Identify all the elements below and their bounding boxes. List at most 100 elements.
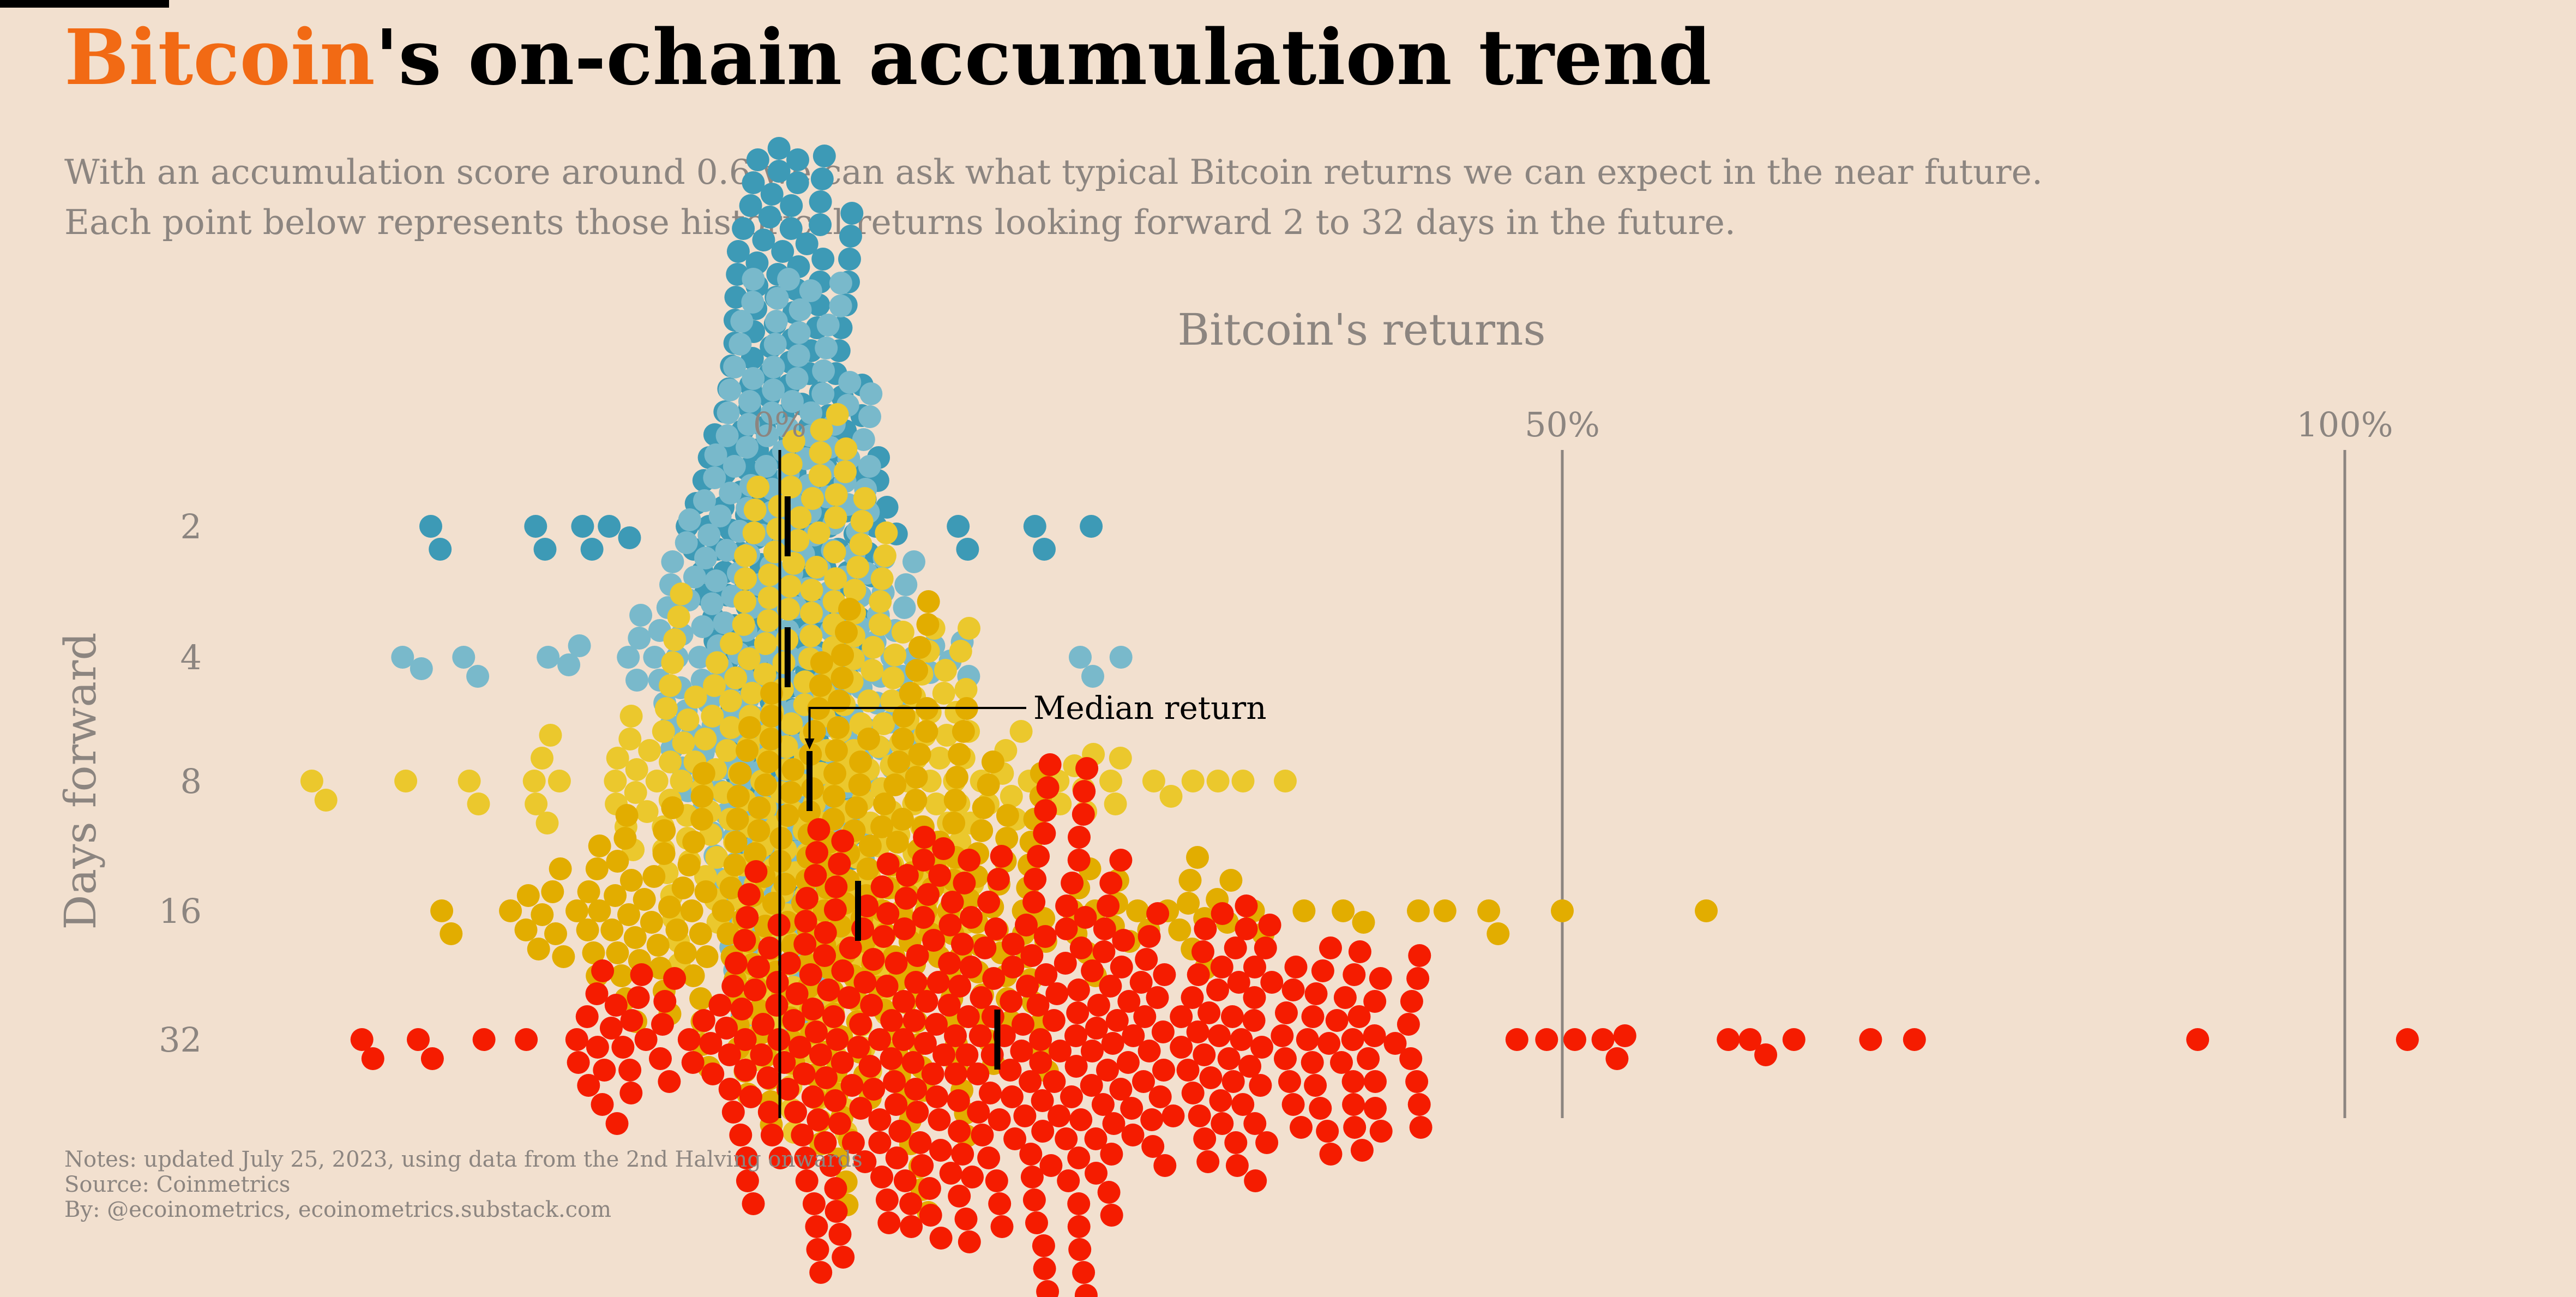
data-point [892, 1028, 915, 1051]
data-point [862, 948, 885, 971]
data-point [694, 547, 717, 569]
data-point [708, 994, 732, 1017]
data-point [915, 720, 938, 743]
data-point [1206, 770, 1230, 792]
source-line: Source: Coinmetrics [64, 1172, 291, 1197]
data-point [1342, 1093, 1365, 1116]
data-point [1109, 1078, 1133, 1101]
data-point [798, 800, 821, 823]
data-point [862, 636, 885, 659]
data-point [913, 826, 936, 849]
data-point [1152, 1059, 1175, 1082]
data-point [1193, 1127, 1217, 1150]
data-point [966, 1062, 990, 1085]
data-point [591, 1093, 614, 1116]
data-point [811, 248, 835, 271]
data-point [972, 796, 995, 819]
data-point [942, 812, 966, 834]
data-point [1738, 1028, 1762, 1051]
data-point [630, 963, 653, 986]
data-point [734, 544, 757, 567]
data-point [1231, 1093, 1255, 1116]
data-point [576, 918, 599, 941]
data-point [743, 842, 767, 865]
data-point [960, 906, 983, 929]
data-point [743, 499, 767, 521]
data-point [801, 998, 824, 1020]
data-point [458, 770, 481, 792]
data-point [720, 632, 743, 655]
data-point [829, 272, 852, 295]
data-point [653, 990, 677, 1013]
data-point [547, 770, 571, 792]
data-point [620, 1009, 643, 1032]
data-point [1250, 1036, 1273, 1059]
data-point [757, 750, 780, 773]
data-point [791, 1124, 814, 1146]
data-point [734, 567, 757, 590]
data-point [810, 651, 833, 674]
data-point [593, 1059, 616, 1082]
data-point [809, 674, 832, 697]
data-point [853, 487, 876, 510]
data-point [990, 845, 1013, 868]
data-point [883, 1070, 906, 1093]
data-point [859, 382, 883, 405]
data-point [779, 453, 803, 476]
data-point [763, 333, 787, 356]
data-point [1072, 1261, 1096, 1284]
data-point [868, 1131, 892, 1154]
data-point [1020, 944, 1044, 967]
data-point [860, 994, 883, 1017]
data-point [835, 621, 858, 644]
data-point [1352, 911, 1375, 934]
data-point [1048, 1104, 1070, 1127]
data-point [670, 583, 693, 605]
data-point [610, 964, 633, 987]
data-point [705, 651, 729, 674]
data-point [1206, 978, 1229, 1001]
data-point [868, 1028, 892, 1051]
data-point [1109, 747, 1132, 770]
data-point [452, 646, 476, 669]
data-point [977, 773, 1000, 796]
data-point [700, 592, 724, 615]
data-point [967, 1101, 990, 1124]
data-point [947, 1089, 970, 1112]
data-point [883, 773, 907, 796]
data-point [524, 515, 547, 538]
data-point [913, 1032, 937, 1055]
data-point [742, 521, 766, 544]
data-point [1039, 1154, 1063, 1177]
data-point [733, 929, 756, 952]
data-point [746, 148, 769, 171]
data-point [1000, 1085, 1024, 1108]
data-point [676, 708, 700, 731]
data-point [1332, 899, 1355, 922]
data-point [1081, 665, 1104, 688]
data-point [954, 1208, 978, 1230]
data-point [809, 441, 832, 464]
data-point [1782, 1028, 1805, 1051]
data-point [1097, 1181, 1121, 1204]
data-point [585, 982, 609, 1005]
data-point [516, 884, 540, 907]
data-point [772, 651, 796, 674]
data-point [689, 922, 712, 945]
data-point [571, 515, 594, 538]
data-point [1016, 975, 1039, 998]
data-point [580, 538, 604, 561]
data-point [1126, 899, 1149, 922]
data-point [1153, 1154, 1177, 1177]
data-point [799, 625, 823, 647]
data-point [857, 728, 880, 750]
data-point [858, 1055, 882, 1078]
data-point [795, 1169, 818, 1192]
data-point [537, 646, 560, 669]
data-point [652, 720, 675, 743]
data-point [1408, 944, 1431, 967]
data-point [908, 1131, 932, 1154]
data-point [606, 747, 629, 770]
data-point [928, 747, 952, 770]
data-point [300, 770, 323, 792]
